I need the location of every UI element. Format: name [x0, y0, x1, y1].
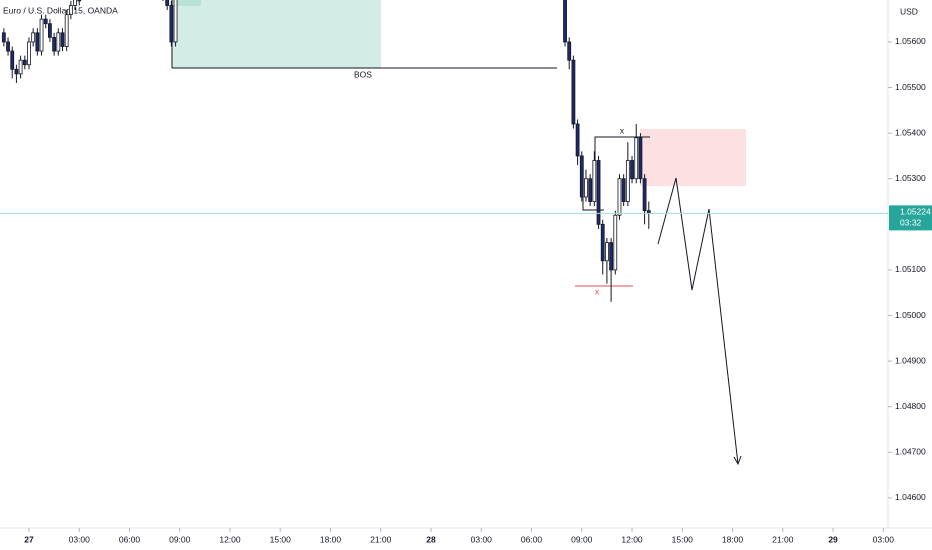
y-tick-label: 1.04700	[895, 447, 926, 457]
zone-top	[172, 0, 201, 6]
candle-body	[630, 160, 634, 180]
candle-body	[642, 178, 647, 212]
drawings: BOS x x	[171, 0, 746, 466]
candle-body	[39, 18, 44, 52]
x-tick-label: 15:00	[672, 534, 694, 544]
y-tick-label: 1.05300	[895, 173, 926, 183]
x-tick-label: 12:00	[621, 534, 643, 544]
candle-body	[60, 32, 65, 47]
time-axis	[0, 528, 932, 550]
x-tick-label: 06:00	[521, 534, 543, 544]
currency: USD	[900, 6, 918, 16]
candle-body	[10, 50, 15, 70]
candle-body	[638, 137, 643, 180]
candle-body	[621, 178, 626, 202]
candle-body	[64, 14, 69, 47]
x-tick-label: 09:00	[571, 534, 593, 544]
high-mark: x	[620, 125, 625, 135]
candle-body	[588, 178, 593, 202]
candle-body	[52, 36, 57, 52]
candle-body	[73, 0, 77, 6]
candle-body	[575, 123, 580, 157]
candle-body	[6, 41, 10, 52]
candle-body	[56, 32, 61, 52]
candle-body	[567, 41, 572, 61]
y-tick-label: 1.05500	[895, 82, 926, 92]
candle-body	[571, 59, 576, 125]
x-tick-label: 15:00	[270, 534, 292, 544]
x-tick-label: 28	[426, 534, 436, 544]
x-tick-label: 06:00	[119, 534, 141, 544]
candle-body	[169, 5, 174, 43]
candle-body	[18, 59, 23, 75]
candle-body	[173, 0, 178, 43]
candle-body	[613, 214, 618, 271]
x-tick-label: 12:00	[219, 534, 241, 544]
candles	[1, 0, 651, 302]
candle-body	[625, 160, 630, 202]
candle-body	[579, 155, 584, 198]
x-tick-label: 03:00	[873, 534, 895, 544]
y-tick-label: 1.04600	[895, 492, 926, 502]
low-mark: x	[595, 286, 600, 296]
supply-zone	[640, 129, 746, 186]
last-price-label: 1.05224	[900, 207, 931, 217]
candle-body	[22, 59, 27, 66]
x-tick-label: 21:00	[370, 534, 392, 544]
candle-body	[605, 242, 609, 262]
candle-body	[609, 242, 613, 271]
candle-body	[596, 160, 601, 225]
candle-body	[584, 178, 588, 198]
candle-body	[27, 41, 31, 66]
x-tick-label: 03:00	[471, 534, 493, 544]
price-axis	[888, 0, 932, 550]
y-tick-label: 1.05600	[895, 36, 926, 46]
candle-body	[165, 0, 170, 6]
candle-body	[35, 32, 40, 52]
candle-body	[43, 18, 48, 25]
bos-label: BOS	[354, 69, 372, 79]
x-tick-label: 27	[24, 534, 34, 544]
x-tick-label: 21:00	[772, 534, 794, 544]
candle-body	[617, 178, 622, 216]
candle-body	[634, 137, 639, 180]
candle-body	[563, 0, 567, 43]
y-tick-label: 1.05400	[895, 127, 926, 137]
y-tick-label: 1.05000	[895, 310, 926, 320]
y-tick-label: 1.05100	[895, 264, 926, 274]
y-tick-label: 1.04800	[895, 401, 926, 411]
candle-body	[77, 0, 82, 2]
demand-zone	[172, 0, 381, 68]
x-tick-label: 09:00	[169, 534, 191, 544]
last-price-box	[889, 205, 932, 231]
candle-body	[48, 23, 52, 38]
candle-body	[31, 32, 36, 43]
x-tick-label: 18:00	[320, 534, 342, 544]
candle-body	[1, 32, 6, 43]
projection-arrow	[733, 455, 742, 466]
candle-body	[600, 223, 605, 262]
y-tick-label: 1.04900	[895, 355, 926, 365]
projection	[657, 177, 739, 465]
x-tick-label: 18:00	[722, 534, 744, 544]
candle-body	[592, 160, 597, 202]
candle-body	[68, 5, 73, 15]
x-tick-label: 29	[828, 534, 838, 544]
chart-title: Euro / U.S. Dollar, 15, OANDA	[3, 5, 118, 15]
countdown: 03:32	[900, 218, 922, 228]
x-tick-label: 03:00	[69, 534, 91, 544]
candle-body	[14, 68, 19, 75]
